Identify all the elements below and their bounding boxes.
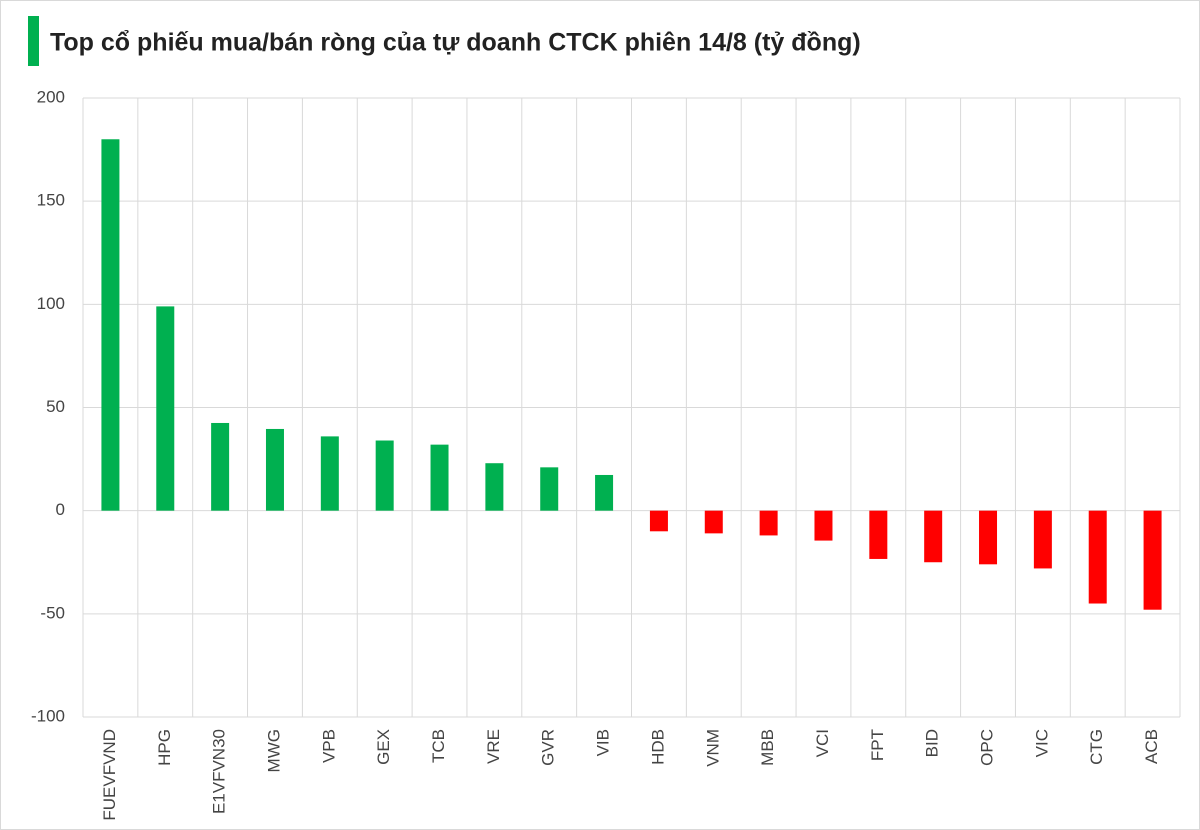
y-tick-label: 50 (46, 397, 65, 416)
x-tick-label: VRE (484, 729, 503, 764)
bar (540, 467, 559, 511)
x-tick-label: VIB (594, 729, 613, 756)
chart-title: Top cổ phiếu mua/bán ròng của tự doanh C… (50, 29, 861, 57)
x-tick-label: MBB (758, 729, 777, 766)
x-tick-label: OPC (978, 729, 997, 766)
x-tick-label: FUEVFVND (100, 729, 119, 821)
bar (759, 510, 778, 536)
x-tick-label: VPB (319, 729, 338, 763)
x-tick-label: VIC (1032, 729, 1051, 757)
bar (375, 440, 394, 511)
bar (924, 510, 943, 563)
x-tick-label: CTG (1087, 729, 1106, 765)
y-tick-label: -50 (40, 603, 65, 622)
x-tick-label: TCB (429, 729, 448, 763)
x-tick-label: ACB (1142, 729, 1161, 764)
bar (156, 306, 175, 511)
bar (869, 510, 888, 559)
bar (211, 422, 230, 511)
x-tick-label: E1VFVN30 (210, 729, 229, 814)
bar (320, 436, 339, 511)
bar (430, 444, 449, 511)
x-tick-label: MWG (264, 729, 283, 772)
bar (595, 474, 614, 511)
x-tick-label: HDB (648, 729, 667, 765)
x-tick-label: BID (923, 729, 942, 757)
bar (1033, 510, 1052, 569)
y-tick-label: -100 (31, 706, 65, 725)
bar (979, 510, 998, 565)
title-marker (28, 16, 39, 66)
x-tick-label: VCI (813, 729, 832, 757)
bar (485, 463, 504, 511)
x-tick-label: FPT (868, 729, 887, 761)
x-tick-label: GVR (539, 729, 558, 766)
y-tick-label: 0 (56, 500, 65, 519)
bar (265, 428, 284, 511)
bar (1088, 510, 1107, 604)
x-tick-label: GEX (374, 729, 393, 765)
bar (814, 510, 833, 541)
bar (1143, 510, 1162, 610)
x-tick-label: HPG (155, 729, 174, 766)
bar (649, 510, 668, 532)
bar (101, 139, 120, 511)
y-tick-label: 200 (37, 87, 65, 106)
bar (704, 510, 723, 534)
y-tick-label: 150 (37, 191, 65, 210)
y-tick-label: 100 (37, 294, 65, 313)
x-tick-label: VNM (703, 729, 722, 767)
